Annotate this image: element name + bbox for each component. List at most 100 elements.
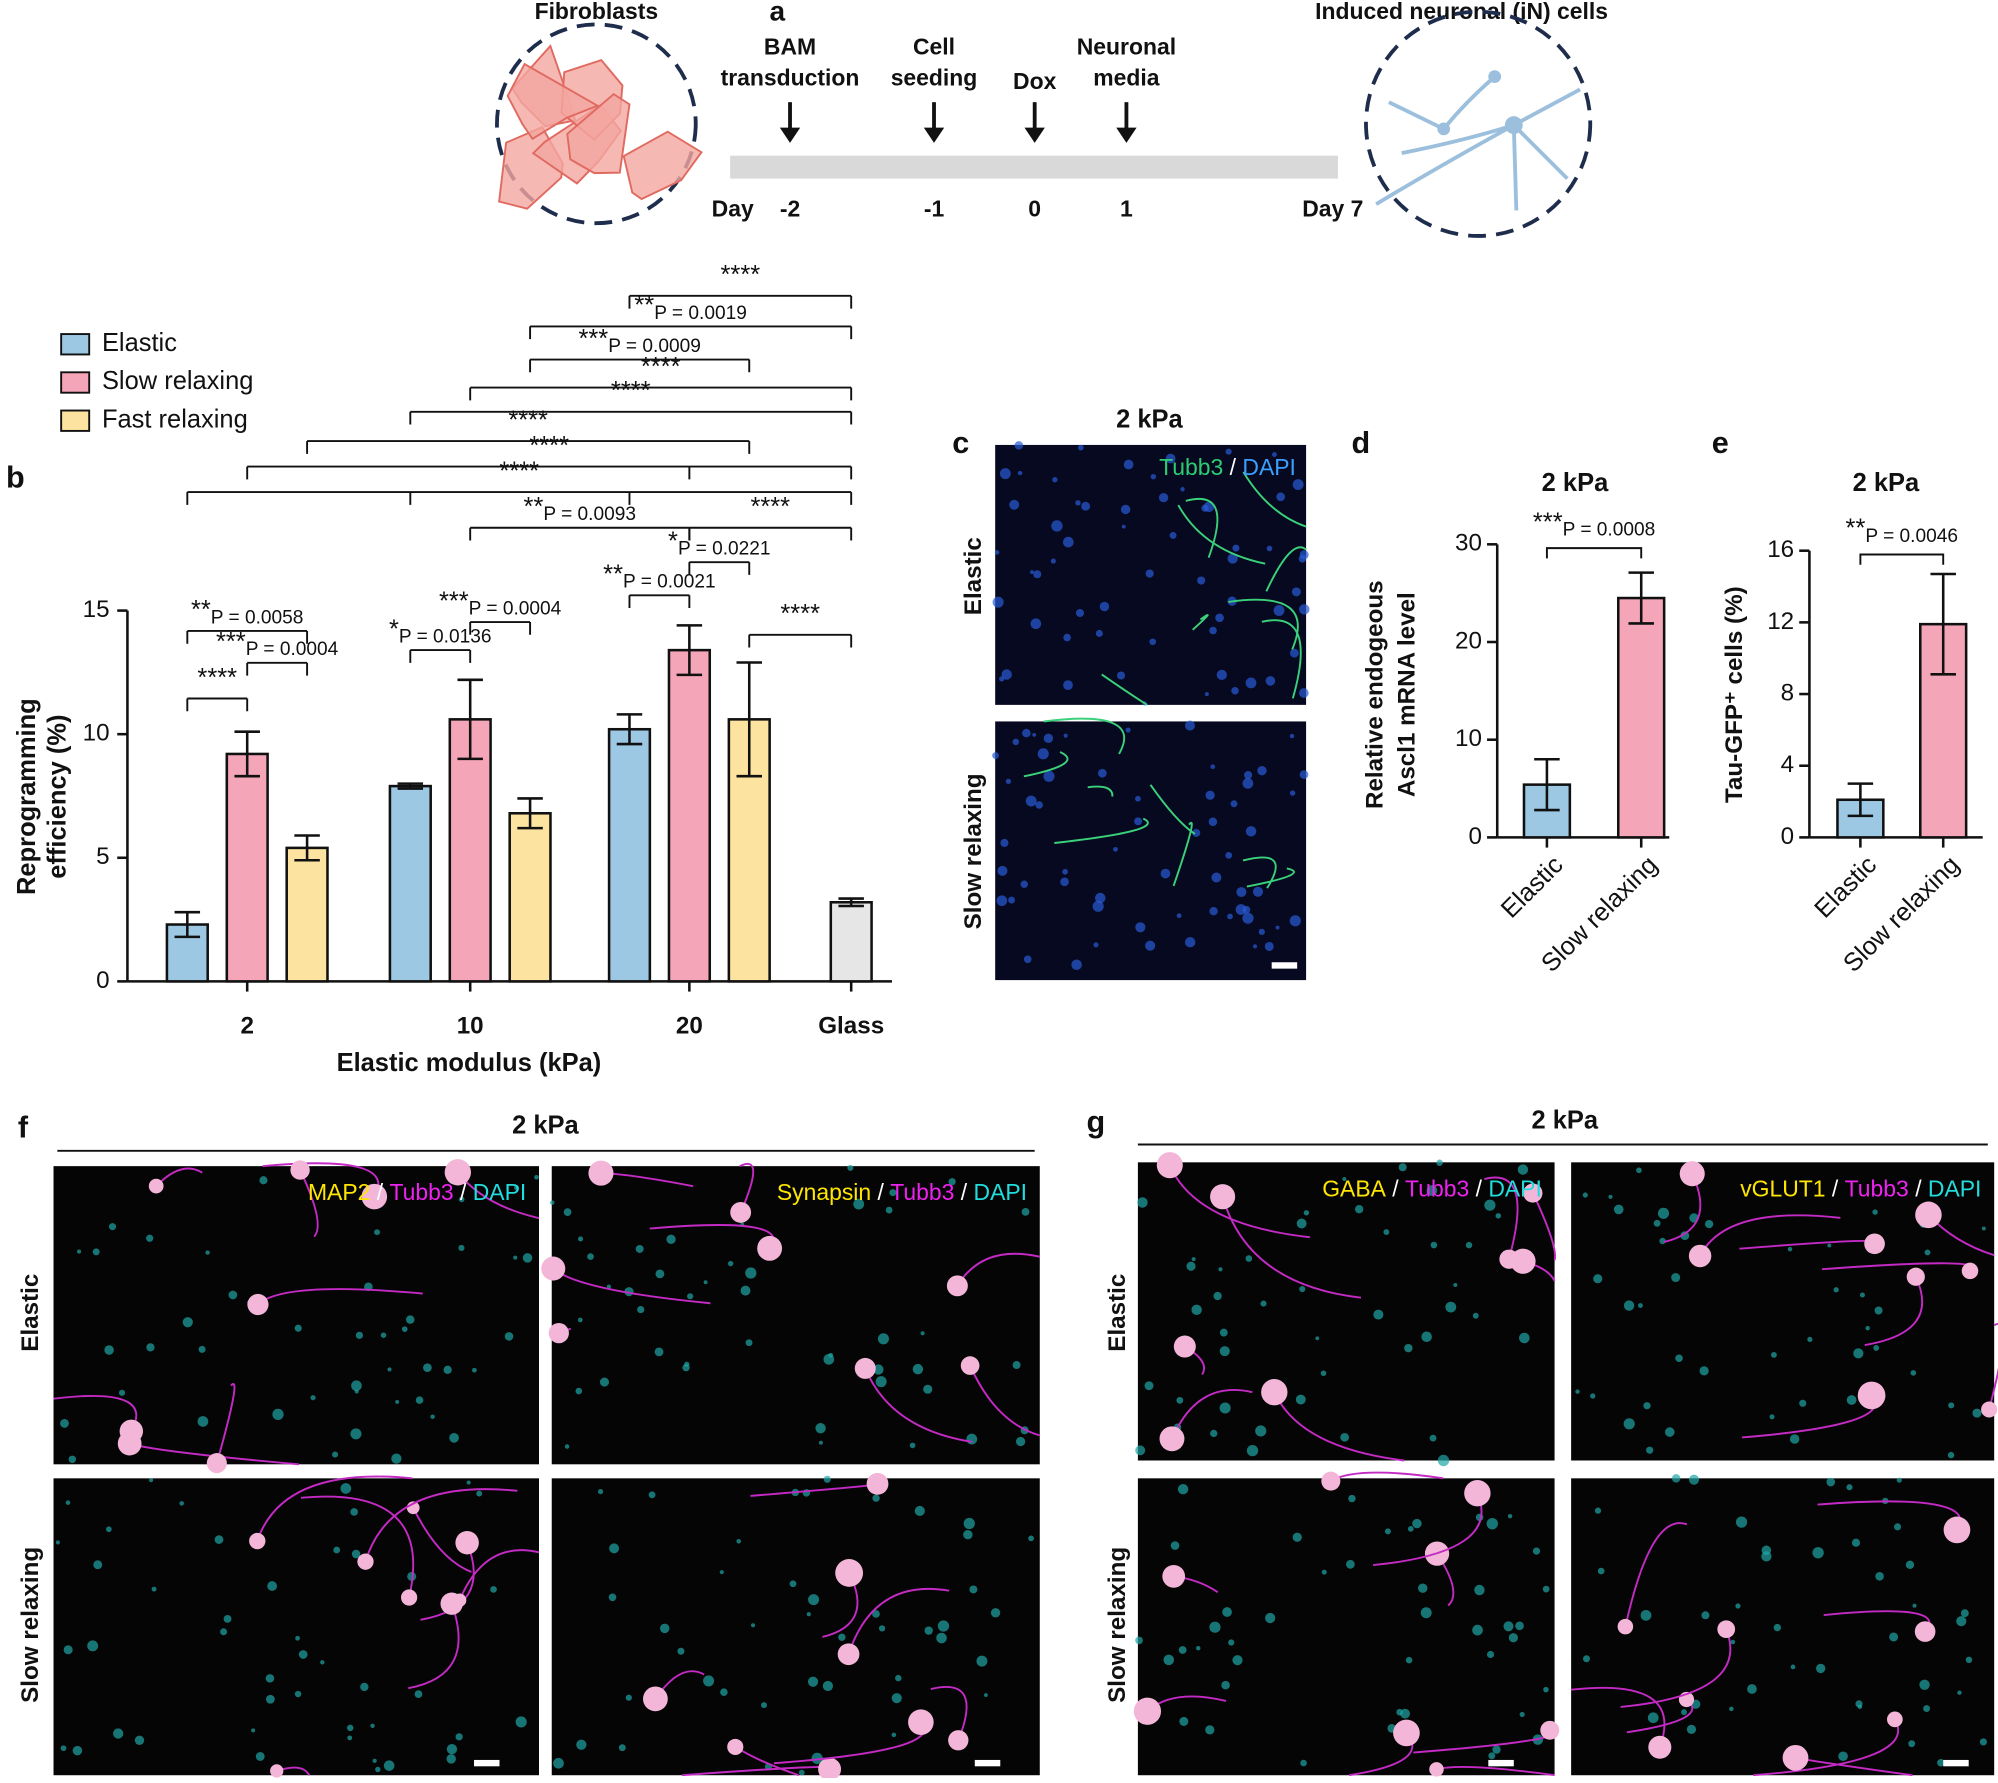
neurite	[1624, 1522, 1688, 1627]
nucleus	[1657, 1207, 1670, 1219]
cell-body	[1540, 1720, 1560, 1740]
nucleus	[992, 596, 1004, 608]
nucleus	[1924, 1249, 1931, 1256]
nucleus	[1299, 604, 1310, 615]
error-bar	[1847, 782, 1874, 818]
nucleus	[1043, 733, 1054, 744]
nucleus	[807, 1676, 819, 1687]
cell-body	[727, 1738, 744, 1755]
significance: ***P = 0.0004	[439, 587, 562, 619]
bracket	[186, 697, 249, 712]
nucleus	[761, 1702, 767, 1709]
nucleus	[333, 1546, 341, 1554]
chart-title: 2 kPa	[1542, 469, 1609, 497]
nucleus	[1123, 459, 1134, 470]
nucleus	[1021, 1208, 1030, 1216]
nucleus	[1260, 1300, 1267, 1307]
nucleus	[198, 1345, 206, 1353]
nucleus	[1575, 1389, 1580, 1394]
nucleus	[609, 1543, 620, 1554]
bracket	[688, 526, 853, 541]
nucleus	[1092, 900, 1104, 912]
cell-body	[401, 1589, 418, 1606]
nucleus	[1613, 1204, 1624, 1215]
bracket	[529, 358, 751, 373]
significance: **P = 0.0093	[524, 493, 636, 525]
nucleus	[1025, 795, 1037, 807]
bar	[829, 901, 873, 983]
cell-body	[835, 1559, 864, 1587]
significance: ****	[721, 261, 761, 289]
significance: ****	[750, 493, 790, 521]
stars: ***	[439, 587, 469, 615]
nucleus	[1436, 1159, 1443, 1166]
nucleus	[1859, 1292, 1865, 1298]
nucleus	[655, 1269, 665, 1279]
cell-body	[866, 1472, 889, 1495]
nucleus	[1005, 778, 1012, 785]
nucleus	[740, 1285, 751, 1296]
nucleus	[1208, 817, 1218, 827]
nucleus	[1097, 768, 1107, 778]
nucleus	[351, 1549, 361, 1559]
neurite	[1168, 1164, 1311, 1239]
error-bar	[457, 678, 483, 761]
nucleus	[1507, 1513, 1513, 1519]
nucleus	[1245, 826, 1257, 837]
nucleus	[587, 1253, 594, 1260]
nucleus	[1582, 1655, 1590, 1663]
cell-body	[1261, 1379, 1288, 1406]
nucleus	[1292, 479, 1304, 491]
micrograph	[551, 1472, 1040, 1781]
step-label: BAM	[764, 34, 816, 60]
nucleus	[654, 1347, 664, 1357]
nucleus	[1216, 669, 1227, 680]
nucleus	[1299, 770, 1309, 779]
stars: **	[634, 292, 654, 320]
nucleus	[346, 1724, 354, 1732]
y-axis-title: Tau-GFP⁺ cells (%)	[1721, 586, 1748, 803]
nucleus	[1923, 1705, 1931, 1712]
nucleus	[310, 1395, 316, 1401]
nucleus	[1184, 720, 1196, 731]
nucleus	[1321, 1569, 1327, 1575]
cell-body	[1648, 1735, 1672, 1759]
cell-body	[730, 1201, 752, 1223]
nucleus	[1519, 1332, 1530, 1344]
neurite	[1043, 717, 1125, 755]
nucleus	[148, 1478, 154, 1483]
nucleus	[1093, 942, 1099, 948]
nucleus	[983, 1693, 988, 1697]
nucleus	[948, 1178, 956, 1186]
x-tick-label: 2	[240, 1013, 253, 1040]
nucleus	[1681, 1709, 1687, 1716]
nucleus	[1145, 940, 1156, 951]
p-value: P = 0.0093	[543, 504, 636, 525]
error-bar	[1930, 572, 1956, 676]
nucleus	[1426, 1185, 1438, 1196]
nucleus	[1896, 1477, 1902, 1483]
scale-bar	[1488, 1759, 1514, 1767]
nucleus	[1295, 1394, 1306, 1405]
soma	[1504, 116, 1523, 135]
nucleus	[1912, 1603, 1917, 1608]
cell-body	[1688, 1244, 1712, 1268]
bracket	[628, 594, 691, 609]
x-tick-label: Elastic	[1496, 851, 1569, 924]
nucleus	[1158, 492, 1169, 503]
nucleus	[1020, 880, 1028, 888]
neurite	[930, 1686, 968, 1741]
stars: ****	[508, 406, 548, 434]
micrograph	[53, 1475, 540, 1778]
error-bar	[736, 661, 762, 778]
stain-marker: Tubb3	[1159, 454, 1223, 480]
nucleus	[1593, 1274, 1603, 1284]
nucleus	[1303, 1210, 1310, 1216]
nucleus	[1643, 1402, 1651, 1410]
nucleus	[1543, 1686, 1549, 1693]
nucleus	[618, 1744, 626, 1752]
p-value: P = 0.0019	[654, 303, 747, 324]
nucleus	[936, 1632, 947, 1644]
nucleus	[937, 1620, 950, 1632]
nucleus	[1437, 1454, 1450, 1467]
